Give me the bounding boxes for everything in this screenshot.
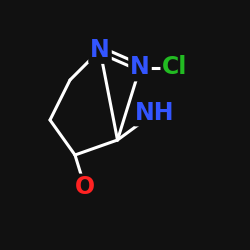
Text: N: N [90, 38, 110, 62]
Text: Cl: Cl [162, 56, 188, 80]
Text: N: N [130, 56, 150, 80]
Text: O: O [75, 176, 95, 200]
Text: NH: NH [135, 100, 175, 124]
